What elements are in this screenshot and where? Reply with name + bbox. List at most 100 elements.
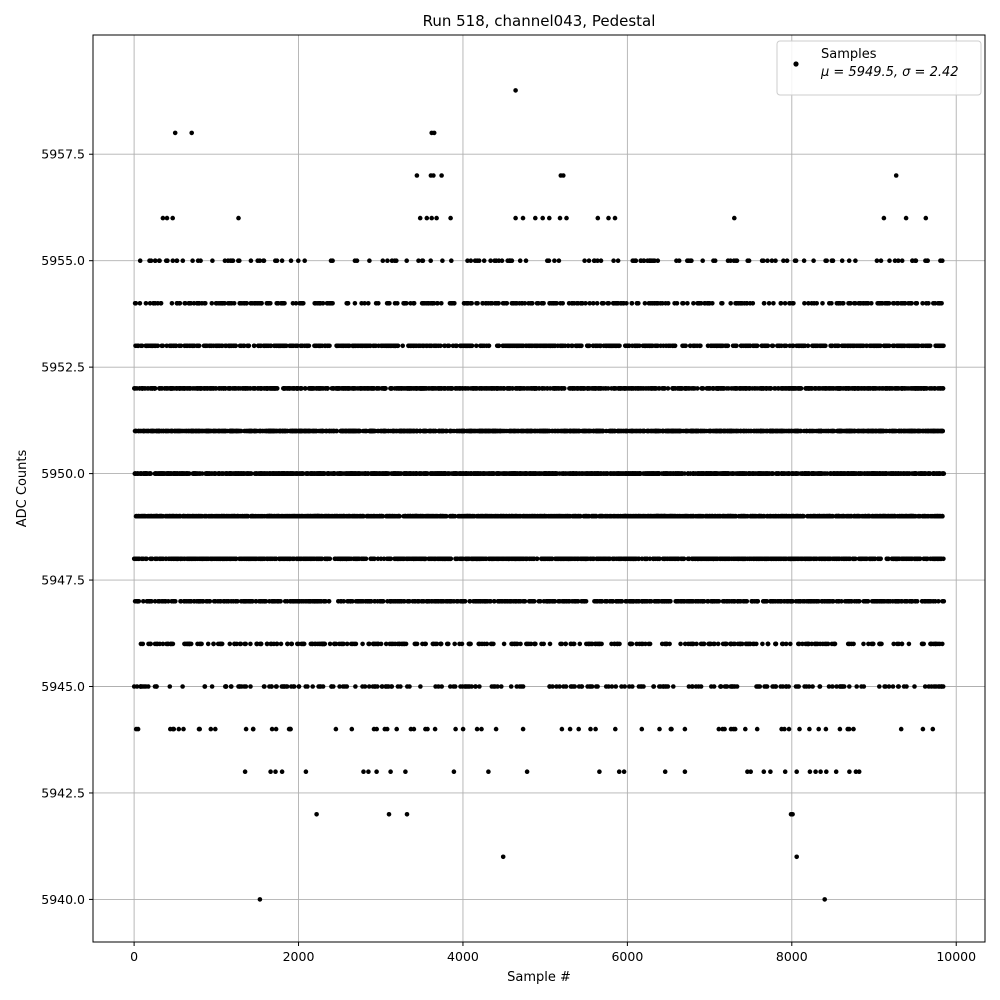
data-point (502, 599, 507, 604)
data-point (239, 513, 245, 519)
data-point (390, 513, 396, 519)
data-point (134, 556, 139, 562)
data-point (439, 684, 445, 689)
data-point (181, 556, 187, 562)
data-point (556, 599, 561, 604)
data-point (178, 556, 183, 562)
data-point (488, 641, 494, 647)
data-point (417, 556, 423, 562)
data-point (712, 641, 717, 647)
data-point (278, 641, 284, 647)
data-point (387, 599, 393, 604)
data-point (552, 471, 558, 476)
data-point (659, 513, 664, 519)
data-point (617, 556, 622, 562)
data-point (490, 556, 496, 562)
data-point (327, 641, 333, 647)
data-point (166, 513, 172, 519)
data-point (655, 513, 661, 519)
data-point (474, 726, 480, 732)
data-point (344, 641, 350, 647)
data-point (342, 556, 347, 562)
data-point (613, 684, 619, 689)
data-point (595, 556, 600, 562)
data-point (816, 599, 821, 604)
data-point (344, 471, 350, 476)
data-point (278, 556, 283, 562)
data-point (724, 599, 730, 604)
data-point (743, 641, 749, 647)
data-point (493, 513, 499, 519)
data-point (878, 513, 883, 519)
data-point (216, 471, 221, 476)
data-point (884, 599, 890, 604)
data-point (490, 471, 496, 476)
data-point (522, 513, 528, 519)
data-point (935, 513, 940, 519)
data-point (769, 556, 775, 562)
data-point (296, 513, 302, 519)
data-point (486, 556, 492, 562)
data-point (778, 684, 783, 689)
data-point (872, 513, 877, 519)
data-point (267, 684, 272, 689)
data-point (897, 556, 902, 562)
data-point (912, 556, 917, 562)
data-point (514, 684, 520, 689)
data-point (196, 513, 202, 519)
data-point (686, 684, 692, 689)
data-point (292, 599, 298, 604)
data-point (689, 641, 695, 647)
data-point (639, 684, 645, 689)
data-point (273, 726, 279, 732)
data-point (550, 684, 555, 689)
data-point (720, 599, 726, 604)
data-point (407, 556, 413, 562)
data-point (845, 726, 850, 732)
data-point (407, 684, 412, 689)
data-point (270, 513, 275, 519)
data-point (321, 641, 326, 647)
data-points (131, 88, 947, 902)
data-point (448, 684, 453, 689)
data-point (353, 684, 358, 689)
data-point (280, 513, 286, 519)
data-point (476, 599, 481, 604)
data-point (262, 684, 267, 689)
data-point (848, 513, 854, 519)
data-point (256, 513, 261, 519)
data-point (559, 726, 565, 732)
data-point (863, 599, 868, 604)
data-point (906, 641, 912, 647)
data-point (285, 513, 291, 519)
data-point (695, 471, 701, 476)
data-point (788, 513, 794, 519)
data-point (823, 726, 829, 732)
data-point (872, 556, 878, 562)
data-point (840, 684, 846, 689)
data-point (528, 599, 534, 604)
data-point (451, 599, 457, 604)
data-point (526, 513, 532, 519)
data-point (747, 556, 752, 562)
data-point (310, 684, 316, 689)
data-point (467, 599, 473, 604)
data-point (655, 556, 660, 562)
data-point (557, 684, 562, 689)
data-point (352, 641, 357, 647)
data-point (566, 556, 571, 562)
data-point (199, 556, 205, 562)
data-point (496, 599, 501, 604)
data-point (834, 684, 839, 689)
data-point (929, 641, 934, 647)
data-point (637, 513, 643, 519)
data-point (805, 556, 811, 562)
data-point (134, 599, 140, 604)
data-point (253, 599, 259, 604)
data-point (783, 556, 789, 562)
data-point (163, 599, 168, 604)
data-point (603, 513, 609, 519)
data-point (882, 684, 887, 689)
data-point (146, 513, 151, 519)
data-point (389, 684, 395, 689)
